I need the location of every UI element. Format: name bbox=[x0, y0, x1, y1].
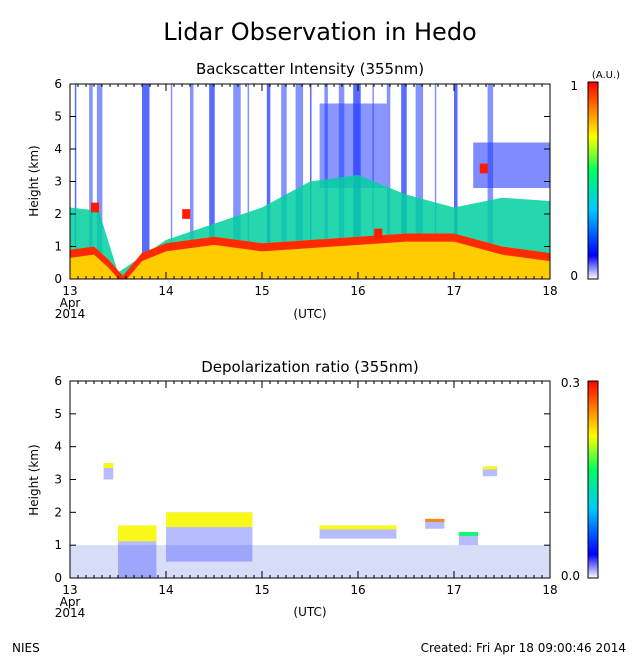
top-heatmap bbox=[70, 84, 550, 279]
bottom-feature-core bbox=[103, 463, 114, 469]
top-y-tick-label: 5 bbox=[54, 110, 62, 124]
bottom-colorbar-min: 0.0 bbox=[561, 569, 580, 583]
top-cloud-streak bbox=[401, 84, 407, 279]
top-cloud-streak bbox=[96, 84, 103, 279]
top-panel-title: Backscatter Intensity (355nm) bbox=[196, 60, 424, 78]
bottom-x-axis-label: (UTC) bbox=[293, 605, 326, 619]
top-red-band bbox=[502, 246, 550, 262]
top-x-tick-label: 13 bbox=[62, 284, 77, 298]
top-red-band bbox=[262, 240, 310, 252]
top-red-band bbox=[142, 243, 166, 262]
top-cloud-streak bbox=[247, 84, 250, 279]
top-cloud-streak bbox=[386, 84, 391, 279]
top-cloud-streak bbox=[233, 84, 241, 279]
top-dense-cloud bbox=[319, 103, 387, 188]
bottom-y-axis-label: Height (km) bbox=[27, 444, 41, 515]
bottom-x-start-label: Apr bbox=[60, 595, 81, 609]
top-red-band bbox=[214, 236, 262, 252]
bottom-y-tick-label: 2 bbox=[54, 505, 62, 519]
top-x-tick-label: 18 bbox=[542, 284, 557, 298]
bottom-y-tick-label: 0 bbox=[54, 571, 62, 585]
top-cloud-patch bbox=[91, 202, 99, 213]
bottom-heatmap bbox=[70, 381, 550, 578]
bottom-feature-core bbox=[319, 525, 397, 530]
top-red-band bbox=[94, 246, 109, 268]
bottom-x-tick-label: 18 bbox=[542, 583, 557, 597]
top-red-band bbox=[122, 253, 142, 279]
bottom-y-tick-label: 1 bbox=[54, 538, 62, 552]
top-red-band bbox=[70, 246, 94, 258]
bottom-low-depolarization-haze bbox=[70, 545, 550, 578]
bottom-colorbar bbox=[587, 380, 599, 579]
top-cloud-streak bbox=[281, 84, 287, 279]
top-x-tick-label: 14 bbox=[158, 284, 173, 298]
top-red-band bbox=[310, 236, 358, 249]
top-colorbar bbox=[587, 81, 599, 280]
top-y-tick-label: 0 bbox=[54, 272, 62, 286]
bottom-y-tick-label: 6 bbox=[54, 374, 62, 388]
top-x-tick-label: 15 bbox=[254, 284, 269, 298]
top-x-start-label: 2014 bbox=[55, 307, 86, 321]
bottom-feature-core bbox=[482, 466, 498, 470]
top-high-backscatter-bands bbox=[70, 163, 550, 279]
bottom-feature-body bbox=[425, 518, 445, 529]
top-red-band bbox=[166, 236, 214, 252]
bottom-feature-body bbox=[482, 466, 498, 477]
bottom-y-tick-label: 5 bbox=[54, 407, 62, 421]
top-cloud-patch bbox=[374, 228, 383, 239]
bottom-y-tick-label: 3 bbox=[54, 473, 62, 487]
bottom-depolarization-features bbox=[103, 463, 498, 578]
top-y-tick-label: 6 bbox=[54, 77, 62, 91]
top-cloud-streak bbox=[142, 84, 150, 279]
top-cloud-streak bbox=[295, 84, 304, 279]
top-cloud-streak bbox=[190, 84, 194, 279]
top-cloud-streak bbox=[209, 84, 215, 279]
top-red-band bbox=[358, 233, 406, 245]
footer-created-timestamp: Created: Fri Apr 18 09:00:46 2014 bbox=[421, 641, 626, 655]
bottom-feature-core bbox=[118, 525, 157, 542]
top-cloud-streaks bbox=[74, 84, 550, 279]
bottom-x-tick-label: 14 bbox=[158, 583, 173, 597]
figure-title: Lidar Observation in Hedo bbox=[163, 18, 477, 46]
top-cloud-streak bbox=[170, 84, 173, 279]
top-red-band bbox=[108, 259, 123, 279]
top-cloud-streak bbox=[89, 84, 93, 279]
top-x-tick-label: 17 bbox=[446, 284, 461, 298]
bottom-feature-core bbox=[166, 512, 253, 528]
bottom-feature-core bbox=[458, 532, 478, 536]
top-y-tick-label: 3 bbox=[54, 175, 62, 189]
top-x-start-label: Apr bbox=[60, 296, 81, 310]
top-cloud-streak bbox=[434, 84, 437, 279]
top-colorbar-min: 0 bbox=[570, 269, 578, 283]
bottom-feature-core bbox=[425, 518, 445, 522]
bottom-colorbar-max: 0.3 bbox=[561, 376, 580, 390]
bottom-feature-body bbox=[103, 463, 114, 480]
top-x-axis-label: (UTC) bbox=[293, 307, 326, 321]
footer-organization: NIES bbox=[12, 641, 40, 655]
bottom-x-tick-label: 17 bbox=[446, 583, 461, 597]
top-cloud-streak bbox=[454, 84, 458, 279]
bottom-x-tick-label: 15 bbox=[254, 583, 269, 597]
top-cloud-patch bbox=[479, 163, 488, 174]
top-x-tick-label: 16 bbox=[350, 284, 365, 298]
bottom-panel-title: Depolarization ratio (355nm) bbox=[201, 358, 419, 376]
top-red-band bbox=[406, 233, 454, 242]
top-red-band bbox=[454, 233, 502, 255]
top-y-tick-label: 2 bbox=[54, 207, 62, 221]
bottom-x-tick-label: 16 bbox=[350, 583, 365, 597]
top-y-tick-label: 4 bbox=[54, 142, 62, 156]
top-cloud-patch bbox=[182, 209, 191, 219]
top-cloud-streak bbox=[266, 84, 271, 279]
bottom-x-start-label: 2014 bbox=[55, 606, 86, 620]
top-cloud-streak bbox=[415, 84, 424, 279]
top-colorbar-max: 1 bbox=[570, 79, 578, 93]
top-y-axis-label: Height (km) bbox=[27, 145, 41, 216]
bottom-x-tick-label: 13 bbox=[62, 583, 77, 597]
bottom-y-tick-label: 4 bbox=[54, 440, 62, 454]
top-colorbar-unit: (A.U.) bbox=[592, 70, 620, 81]
top-y-tick-label: 1 bbox=[54, 240, 62, 254]
